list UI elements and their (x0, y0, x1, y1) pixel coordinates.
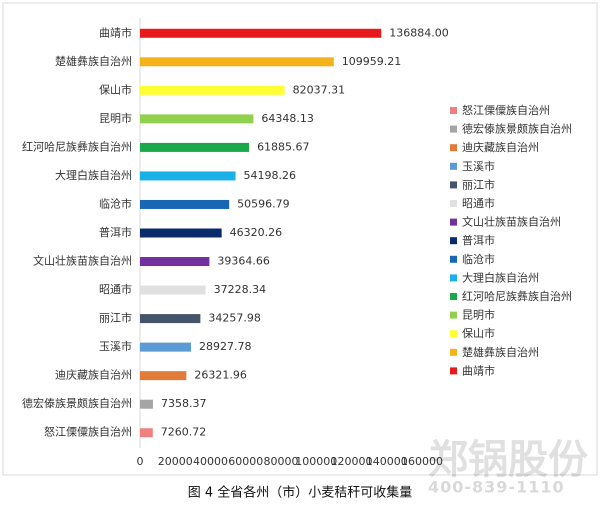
bar (140, 199, 230, 209)
value-label: 136884.00 (389, 26, 449, 39)
legend-label: 迪庆藏族自治州 (462, 140, 539, 154)
watermark-name: 郑锅股份 (428, 437, 588, 483)
legend-swatch (450, 255, 457, 263)
caption: 图 4 全省各州（市）小麦秸秆可收集量 (188, 485, 413, 501)
bar (140, 428, 153, 438)
y-tick-label: 迪庆藏族自治州 (55, 368, 132, 382)
legend-label: 保山市 (462, 326, 495, 340)
x-tick-label: 140000 (366, 455, 408, 468)
value-label: 54198.26 (244, 169, 296, 182)
legend-label: 普洱市 (462, 233, 495, 247)
value-label: 82037.31 (293, 83, 346, 96)
legend-label: 怒江傈僳族自治州 (462, 103, 550, 117)
x-tick-label: 120000 (331, 455, 373, 468)
bar (140, 171, 236, 181)
y-tick-label: 保山市 (99, 82, 132, 96)
value-label: 46320.26 (230, 226, 283, 239)
legend-label: 曲靖市 (462, 363, 495, 377)
chart-frame (2, 2, 598, 476)
legend-swatch (450, 144, 457, 152)
legend-swatch (450, 311, 457, 319)
value-label: 61885.67 (257, 140, 310, 153)
legend-swatch (450, 181, 457, 189)
x-tick-label: 40000 (193, 455, 228, 468)
y-tick-label: 红河哈尼族彝族自治州 (22, 139, 132, 153)
bar (140, 57, 334, 67)
x-tick-label: 0 (137, 455, 144, 468)
value-label: 64348.13 (261, 112, 314, 125)
value-label: 37228.34 (214, 283, 266, 296)
value-label: 7358.37 (161, 397, 207, 410)
legend-swatch (450, 237, 457, 245)
bar (140, 285, 206, 295)
y-tick-label: 怒江傈僳族自治州 (44, 425, 132, 439)
value-label: 50596.79 (237, 197, 290, 210)
y-tick-label: 昆明市 (99, 111, 132, 125)
value-label: 28927.78 (199, 340, 252, 353)
x-tick-label: 60000 (228, 455, 263, 468)
x-tick-label: 100000 (295, 455, 337, 468)
bar (140, 142, 250, 152)
y-tick-label: 丽江市 (99, 311, 132, 325)
legend-label: 丽江市 (462, 177, 495, 191)
y-tick-label: 普洱市 (99, 225, 132, 239)
value-label: 34257.98 (208, 312, 261, 325)
y-tick-label: 文山壮族苗族自治州 (33, 254, 132, 268)
value-label: 39364.66 (217, 255, 270, 268)
legend-label: 大理白族自治州 (462, 270, 539, 284)
value-label: 7260.72 (161, 426, 207, 439)
legend-label: 昭通市 (462, 196, 495, 210)
bar (140, 114, 254, 124)
legend-label: 临沧市 (462, 252, 495, 266)
legend-swatch (450, 348, 457, 356)
bar (140, 371, 187, 381)
y-tick-label: 曲靖市 (99, 25, 132, 39)
legend-label: 红河哈尼族彝族自治州 (462, 289, 572, 303)
bar (140, 85, 285, 95)
legend-label: 文山壮族苗族自治州 (462, 215, 561, 229)
x-tick-label: 160000 (401, 455, 443, 468)
bar (140, 28, 382, 38)
legend-swatch (450, 367, 457, 375)
legend-swatch (450, 125, 457, 133)
y-tick-label: 德宏傣族景颇族自治州 (22, 396, 132, 410)
y-tick-label: 昭通市 (99, 282, 132, 296)
legend-swatch (450, 162, 457, 170)
legend-label: 玉溪市 (462, 159, 495, 173)
bar (140, 342, 191, 352)
bar (140, 228, 222, 238)
legend-swatch (450, 107, 457, 114)
value-label: 26321.96 (194, 369, 247, 382)
legend-label: 楚雄彝族自治州 (462, 345, 539, 359)
y-tick-label: 玉溪市 (99, 339, 132, 353)
y-tick-label: 楚雄彝族自治州 (55, 54, 132, 68)
legend-swatch (450, 218, 457, 226)
value-label: 109959.21 (342, 55, 402, 68)
legend-label: 德宏傣族景颇族自治州 (462, 122, 572, 136)
legend-swatch (450, 274, 457, 282)
bar (140, 257, 210, 267)
y-tick-label: 临沧市 (99, 196, 132, 210)
x-tick-label: 20000 (158, 455, 193, 468)
legend-swatch (450, 200, 457, 207)
watermark-phone: 400-839-1110 (428, 478, 565, 497)
bar (140, 314, 201, 324)
bar (140, 399, 153, 409)
x-tick-label: 80000 (264, 455, 299, 468)
legend-swatch (450, 330, 457, 338)
legend-swatch (450, 293, 457, 300)
legend-label: 昆明市 (462, 308, 495, 322)
y-tick-label: 大理白族自治州 (55, 168, 132, 182)
